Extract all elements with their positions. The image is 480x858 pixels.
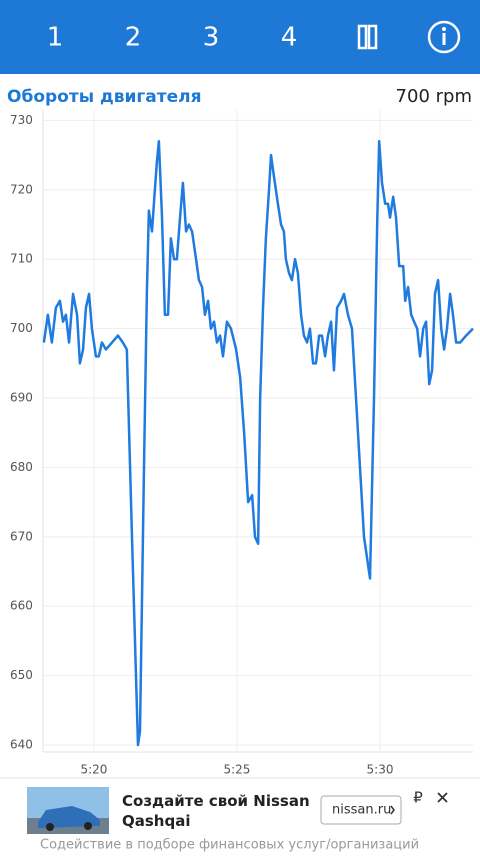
ad-disclaimer: Содействие в подборе финансовых услуг/ор… [40,838,419,853]
ad-button-label[interactable]: nissan.ru [332,803,391,818]
x-tick-label: 5:20 [80,763,107,777]
sensor-reading: 700 rpm [396,86,472,107]
ad-currency: ₽ [413,789,423,807]
y-tick-label: 690 [10,391,33,405]
x-tick-label: 5:25 [223,763,250,777]
y-tick-label: 700 [10,321,33,335]
ad-headline[interactable]: Создайте свой Nissan Qashqai [122,792,310,830]
ad-close[interactable] [437,792,448,803]
tab[interactable]: 3 [203,23,220,53]
y-tick-label: 720 [10,182,33,196]
y-tick-label: 730 [10,113,33,127]
y-tick-label: 650 [10,668,33,682]
pause-button[interactable] [357,24,378,50]
rpm-line [42,139,474,747]
y-tick-label: 660 [10,599,33,613]
y-tick-label: 670 [10,529,33,543]
x-tick-label: 5:30 [367,763,394,777]
y-tick-label: 680 [10,460,33,474]
tab[interactable]: 1 [47,23,64,53]
tab[interactable]: 4 [281,23,298,53]
toolbar [0,0,480,74]
tab[interactable]: 2 [125,23,142,53]
y-tick-label: 710 [10,252,33,266]
info-button[interactable] [427,20,461,54]
y-tick-label: 640 [10,738,33,752]
sensor-title: Обороты двигателя [7,87,202,107]
ad-button[interactable]: nissan.ru [320,795,402,825]
ad-image[interactable] [27,787,109,834]
